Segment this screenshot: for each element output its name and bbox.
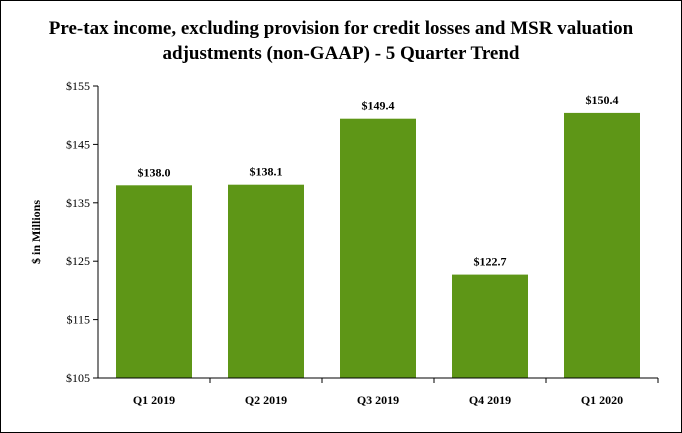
category-label-2: Q2 2019 bbox=[245, 393, 287, 407]
y-tick-label-6: $155 bbox=[66, 79, 90, 93]
chart-title: Pre-tax income, excluding provision for … bbox=[0, 16, 682, 66]
bar-1 bbox=[116, 185, 192, 378]
value-label-4: $122.7 bbox=[474, 255, 507, 269]
bar-4 bbox=[452, 274, 528, 378]
category-label-5: Q1 2020 bbox=[581, 393, 623, 407]
bar-2 bbox=[228, 184, 304, 378]
y-tick-label-4: $135 bbox=[66, 196, 90, 210]
y-tick-label-5: $145 bbox=[66, 137, 90, 151]
value-labels-group: $138.0 $138.1 $149.4 $122.7 $150.4 bbox=[138, 93, 619, 269]
y-axis-title: $ in Millions bbox=[29, 200, 43, 264]
bar-5 bbox=[564, 112, 640, 379]
y-tick-label-1: $105 bbox=[66, 371, 90, 385]
y-tick-label-3: $125 bbox=[66, 254, 90, 268]
value-label-1: $138.0 bbox=[138, 165, 171, 179]
value-label-2: $138.1 bbox=[250, 165, 283, 179]
y-ticks-group: $105 $115 $125 $135 $145 $155 bbox=[66, 79, 98, 385]
category-label-1: Q1 2019 bbox=[133, 393, 175, 407]
value-label-5: $150.4 bbox=[586, 93, 619, 107]
chart-title-line-1: Pre-tax income, excluding provision for … bbox=[48, 18, 634, 39]
category-label-3: Q3 2019 bbox=[357, 393, 399, 407]
x-labels-group: Q1 2019 Q2 2019 Q3 2019 Q4 2019 Q1 2020 bbox=[133, 393, 623, 407]
category-label-4: Q4 2019 bbox=[469, 393, 511, 407]
bar-3 bbox=[340, 118, 416, 378]
value-label-3: $149.4 bbox=[362, 99, 395, 113]
y-tick-label-2: $115 bbox=[66, 313, 90, 327]
chart-title-line-2: adjustments (non-GAAP) - 5 Quarter Trend bbox=[162, 43, 520, 64]
axes-group bbox=[97, 86, 659, 383]
bars-group bbox=[116, 112, 640, 379]
